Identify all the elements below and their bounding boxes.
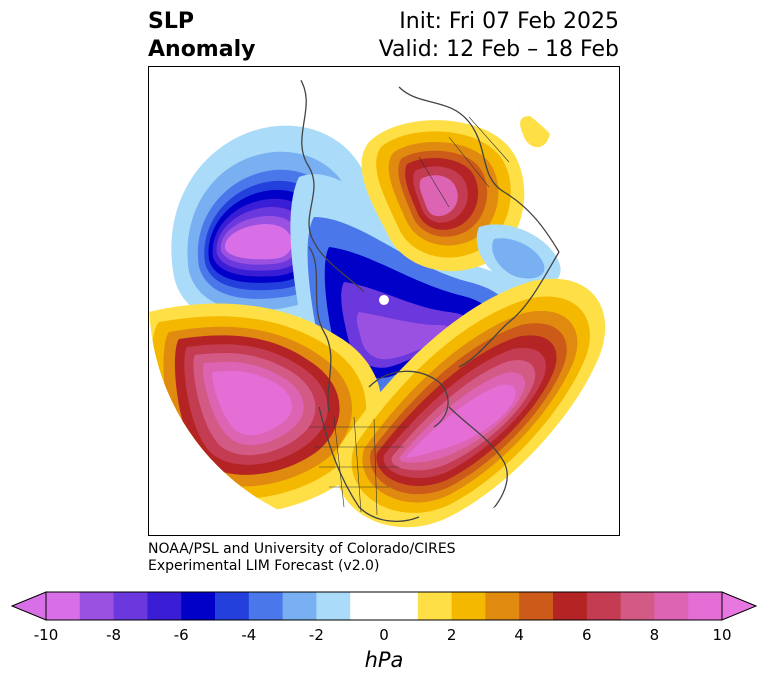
colorbar-bin <box>215 592 250 620</box>
alaska-gulf-negative-center <box>476 224 561 289</box>
colorbar-bin <box>553 592 588 620</box>
colorbar-bin <box>316 592 351 620</box>
colorbar-bin <box>282 592 317 620</box>
colorbar-bin <box>586 592 622 620</box>
colorbar-over-arrow <box>721 591 758 621</box>
colorbar-bin <box>113 592 148 620</box>
valid-date: Valid: 12 Feb – 18 Feb <box>378 37 619 62</box>
colorbar-tick-label: 4 <box>514 626 524 644</box>
colorbar-under-arrow <box>10 591 47 621</box>
colorbar-bin <box>384 592 419 620</box>
colorbar <box>10 591 758 621</box>
colorbar-tick-label: 6 <box>582 626 592 644</box>
colorbar-bin <box>248 592 284 620</box>
colorbar-tick-label: -6 <box>173 626 189 644</box>
slp-anomaly-map <box>148 66 620 536</box>
colorbar-bin <box>451 592 486 620</box>
north-pole-marker <box>379 295 389 305</box>
colorbar-tick-label: -10 <box>33 626 59 644</box>
colorbar-tick-label: 8 <box>649 626 660 644</box>
colorbar-tick-label: -8 <box>106 626 122 644</box>
colorbar-bin <box>417 592 453 620</box>
colorbar-bin <box>688 592 723 620</box>
credit-text: NOAA/PSL and University of Colorado/CIRE… <box>148 541 456 575</box>
colorbar-outline <box>45 591 723 621</box>
colorbar-tick-label: 2 <box>446 626 457 644</box>
colorbar-tick-label: 10 <box>712 626 732 644</box>
init-date: Init: Fri 07 Feb 2025 <box>399 9 619 34</box>
north-atlantic-positive-center <box>335 278 606 528</box>
colorbar-bin <box>46 592 81 620</box>
map-canvas <box>149 67 619 535</box>
credit-line-1: NOAA/PSL and University of Colorado/CIRE… <box>148 541 456 557</box>
credit-line-2: Experimental LIM Forecast (v2.0) <box>148 558 380 574</box>
colorbar-bin <box>485 592 520 620</box>
colorbar-bin <box>350 592 385 620</box>
borders <box>309 116 510 516</box>
colorbar-bin <box>147 592 182 620</box>
colorbar-bin <box>519 592 554 620</box>
colorbar-bin <box>181 592 216 620</box>
title-line-1: SLP <box>148 9 194 34</box>
colorbar-bins <box>46 592 723 620</box>
colorbar-bin <box>654 592 689 620</box>
title-line-2: Anomaly <box>148 37 256 62</box>
colorbar-unit: hPa <box>364 648 404 672</box>
forecast-dates: Init: Fri 07 Feb 2025 Valid: 12 Feb – 18… <box>379 8 619 64</box>
colorbar-bin <box>620 592 655 620</box>
colorbar-tick-label: 0 <box>379 626 389 644</box>
colorbar-bin <box>79 592 115 620</box>
colorbar-ticks: -10 -8 -6 -4 -2 0 2 4 6 8 10 <box>0 626 768 648</box>
map-title: SLP Anomaly <box>148 8 255 64</box>
colorbar-tick-label: -4 <box>241 626 257 644</box>
colorbar-tick-label: -2 <box>308 626 324 644</box>
